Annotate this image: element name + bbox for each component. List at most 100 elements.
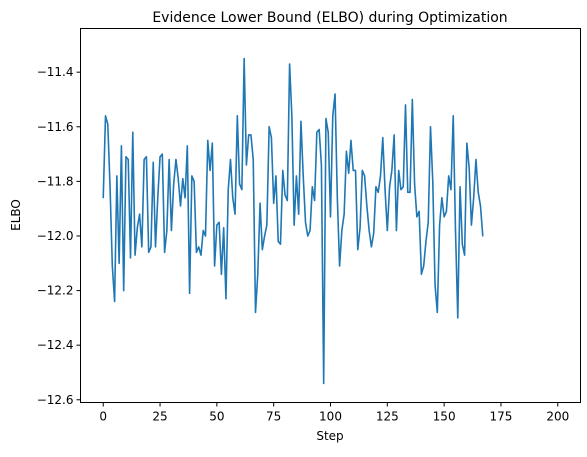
data-point — [104, 115, 107, 117]
data-point — [141, 246, 143, 248]
chart-title: Evidence Lower Bound (ELBO) during Optim… — [152, 10, 507, 26]
data-point — [270, 137, 273, 139]
y-tick-label: −12.6 — [37, 393, 74, 407]
data-point — [223, 227, 225, 229]
x-tick-label: 200 — [546, 410, 569, 424]
data-point — [463, 254, 466, 256]
data-point — [466, 142, 468, 144]
data-point — [245, 164, 248, 166]
data-point — [163, 251, 166, 253]
data-point — [161, 153, 163, 155]
data-point — [409, 191, 411, 193]
data-point — [168, 158, 170, 161]
data-point — [370, 246, 373, 248]
data-point — [373, 232, 375, 234]
y-tick-label: −12.0 — [37, 229, 74, 243]
data-point — [332, 115, 334, 117]
y-tick-label: −12.4 — [37, 338, 74, 352]
y-tick-label: −12.2 — [37, 284, 74, 298]
data-point — [450, 188, 452, 191]
data-point — [148, 251, 150, 253]
data-point — [448, 175, 450, 177]
data-point — [393, 134, 395, 136]
x-tick-label: 25 — [152, 410, 167, 424]
data-point — [386, 229, 388, 232]
data-point — [438, 224, 441, 226]
data-point — [211, 142, 213, 144]
series-points — [102, 57, 484, 384]
data-point — [411, 98, 413, 101]
y-tick-label: −11.6 — [37, 120, 74, 134]
data-point — [398, 169, 400, 172]
data-point — [229, 158, 232, 161]
data-point — [263, 235, 266, 237]
data-point — [111, 265, 113, 267]
data-point — [354, 169, 357, 172]
data-point — [159, 156, 161, 158]
data-point — [125, 156, 127, 158]
data-point — [234, 213, 236, 215]
data-point — [441, 197, 443, 199]
data-point — [193, 180, 195, 182]
data-point — [288, 63, 291, 65]
data-point — [468, 167, 470, 169]
data-point — [368, 229, 370, 232]
data-point — [154, 246, 157, 248]
data-point — [143, 158, 145, 161]
data-point — [404, 104, 407, 106]
x-axis-label: Step — [316, 429, 343, 443]
data-point — [473, 197, 475, 199]
data-point — [366, 205, 368, 207]
data-point — [179, 205, 182, 207]
data-point — [134, 254, 136, 256]
data-point — [482, 235, 484, 237]
data-point — [116, 175, 118, 177]
data-point — [170, 229, 173, 232]
data-point — [286, 199, 288, 202]
data-point — [434, 284, 436, 286]
y-axis-label: ELBO — [9, 199, 23, 231]
data-point — [275, 175, 277, 177]
data-point — [107, 123, 109, 125]
data-point — [198, 246, 200, 248]
data-point — [250, 134, 252, 136]
data-point — [241, 188, 243, 191]
data-point — [268, 126, 270, 128]
data-point — [150, 246, 152, 248]
data-point — [445, 210, 448, 213]
data-point — [384, 188, 386, 191]
data-point — [391, 169, 393, 172]
data-point — [400, 188, 402, 191]
data-point — [423, 265, 425, 267]
data-point — [204, 235, 207, 237]
data-point — [279, 243, 282, 245]
data-point — [261, 249, 263, 251]
data-point — [309, 229, 311, 232]
data-point — [113, 300, 116, 303]
data-point — [341, 229, 343, 232]
data-point — [452, 115, 454, 117]
data-point — [436, 311, 438, 314]
data-point — [475, 158, 477, 161]
data-point — [320, 164, 323, 166]
data-point — [479, 205, 482, 207]
data-point — [177, 178, 179, 180]
data-point — [427, 221, 429, 223]
data-point — [363, 175, 366, 177]
data-point — [284, 194, 286, 196]
data-point — [316, 131, 318, 133]
data-point — [377, 191, 379, 193]
data-point — [175, 158, 177, 161]
data-point — [388, 186, 391, 188]
data-point — [361, 169, 363, 172]
data-point — [304, 221, 307, 223]
data-point — [336, 197, 338, 199]
data-point — [218, 221, 220, 223]
data-point — [343, 213, 345, 215]
data-point — [200, 254, 202, 256]
data-point — [291, 115, 293, 117]
data-point — [173, 183, 175, 185]
data-point — [236, 115, 238, 117]
data-point — [157, 197, 159, 199]
